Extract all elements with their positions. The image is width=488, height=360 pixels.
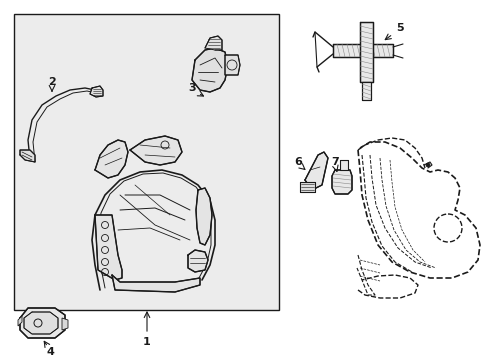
Bar: [14, 14, 279, 310]
Polygon shape: [204, 36, 222, 50]
Polygon shape: [90, 86, 103, 97]
Text: 1: 1: [143, 337, 151, 347]
Polygon shape: [192, 48, 227, 92]
Text: 5: 5: [395, 23, 403, 33]
Polygon shape: [130, 136, 182, 165]
Polygon shape: [95, 140, 128, 178]
Polygon shape: [332, 44, 392, 57]
Circle shape: [425, 163, 429, 167]
Polygon shape: [187, 250, 207, 272]
Polygon shape: [95, 215, 122, 280]
Polygon shape: [196, 188, 212, 245]
Polygon shape: [339, 160, 347, 170]
Polygon shape: [305, 152, 327, 190]
Polygon shape: [24, 312, 58, 334]
Polygon shape: [18, 316, 22, 326]
Polygon shape: [112, 275, 200, 292]
Polygon shape: [299, 182, 314, 192]
Polygon shape: [224, 55, 240, 75]
Text: 7: 7: [330, 157, 338, 167]
Polygon shape: [359, 22, 372, 82]
Polygon shape: [62, 318, 68, 330]
Text: 6: 6: [293, 157, 301, 167]
Polygon shape: [331, 170, 351, 194]
Text: 2: 2: [48, 77, 56, 87]
Polygon shape: [20, 150, 35, 162]
Polygon shape: [361, 82, 370, 100]
Text: 4: 4: [46, 347, 54, 357]
Text: 3: 3: [188, 83, 195, 93]
Polygon shape: [20, 308, 65, 338]
